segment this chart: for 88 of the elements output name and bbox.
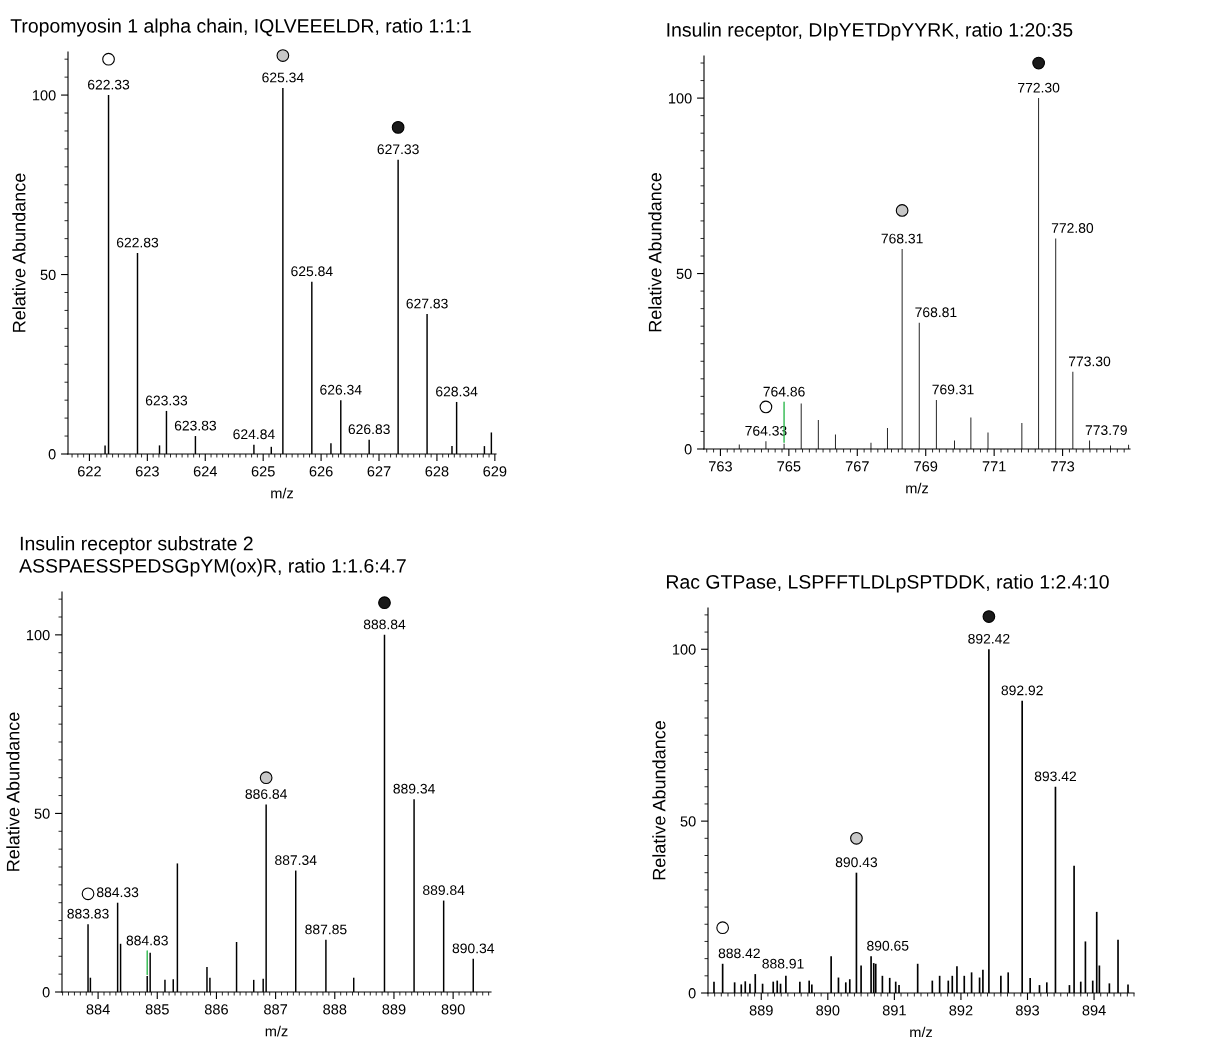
x-tick-label: 888	[323, 1004, 347, 1015]
x-tick-label: 625	[251, 466, 275, 477]
annotation: 624.84	[233, 429, 275, 440]
x-tick-label: 623	[135, 466, 159, 477]
annotation: 889.34	[393, 783, 435, 794]
y-tick-label: 100	[672, 644, 696, 655]
annotation: 884.83	[126, 935, 168, 946]
annotation: 888.84	[363, 619, 406, 630]
y-axis-title: Relative Abundance	[652, 720, 666, 880]
annotation: 626.83	[348, 424, 390, 435]
x-axis-title: m/z	[271, 487, 294, 499]
x-tick-label: 889	[382, 1004, 406, 1015]
x-tick-label: 771	[982, 461, 1006, 472]
y-axis-title: Relative Abundance	[648, 172, 662, 332]
annotation: 888.42	[718, 948, 760, 959]
x-tick-label: 626	[309, 466, 333, 477]
y-tick-label: 100	[26, 629, 50, 641]
x-axis-title: m/z	[910, 1026, 933, 1037]
chart-title: Rac GTPase, LSPFFTLDLpSPTDDK, ratio 1:2.4:10	[667, 574, 1109, 593]
annotation: 622.33	[88, 79, 130, 90]
y-tick-label: 50	[34, 808, 50, 819]
annotation: 627.83	[406, 298, 448, 309]
y-tick-label: 0	[688, 988, 696, 999]
annotation: 772.80	[1051, 223, 1094, 233]
x-tick-label: 627	[367, 466, 391, 477]
x-tick-label: 891	[882, 1005, 906, 1016]
annotation: 890.43	[835, 857, 878, 868]
annotation: 623.33	[145, 395, 188, 406]
x-tick-label: 624	[193, 466, 217, 477]
annotation: 625.84	[291, 266, 333, 277]
annotation: 773.30	[1069, 356, 1111, 367]
x-axis-title: m/z	[265, 1025, 288, 1037]
annotation: 888.91	[762, 958, 804, 969]
chart-title: Tropomyosin 1 alpha chain, IQLVEEELDR, ratio 1:1:1	[10, 18, 471, 37]
x-tick-label: 890	[441, 1004, 465, 1015]
annotation: 887.34	[275, 855, 317, 866]
annotation: 627.33	[377, 144, 419, 155]
annotation: 625.34	[262, 72, 304, 83]
annotation: 628.34	[436, 386, 478, 397]
annotation: 626.34	[320, 384, 362, 395]
x-tick-label: 622	[78, 466, 101, 477]
annotation: 768.81	[915, 307, 957, 318]
x-tick-label: 629	[483, 466, 507, 477]
x-axis-title: m/z	[906, 482, 929, 494]
annotation: 772.30	[1018, 82, 1060, 93]
y-tick-label: 100	[32, 90, 56, 101]
y-tick-label: 50	[680, 816, 696, 827]
x-tick-label: 892	[949, 1005, 973, 1016]
chart-title: Insulin receptor substrate 2 ASSPAESSPEDSGpYM(ox)R, ratio 1:1.6:4.7	[19, 536, 406, 577]
x-tick-label: 767	[845, 461, 869, 472]
x-tick-label: 769	[914, 461, 938, 472]
x-tick-label: 893	[1015, 1005, 1040, 1016]
annotation: 892.42	[968, 633, 1010, 644]
y-tick-label: 50	[40, 269, 56, 280]
annotation: 764.86	[763, 386, 805, 397]
annotation: 884.33	[96, 887, 139, 898]
x-tick-label: 890	[816, 1005, 840, 1016]
x-tick-label: 763	[709, 461, 732, 472]
x-tick-label: 884	[86, 1004, 110, 1015]
x-tick-label: 887	[264, 1004, 288, 1015]
annotation: 622.83	[116, 237, 159, 248]
annotation: 890.65	[867, 940, 909, 951]
annotation: 890.34	[452, 943, 495, 954]
annotation: 883.83	[67, 908, 109, 919]
y-tick-label: 0	[42, 987, 50, 998]
x-tick-label: 886	[204, 1004, 228, 1015]
annotation: 886.84	[245, 789, 287, 799]
annotation: 623.83	[174, 420, 217, 431]
annotation: 768.31	[881, 233, 923, 244]
annotation: 887.85	[305, 924, 347, 935]
annotation: 889.84	[423, 885, 465, 896]
y-tick-label: 50	[676, 268, 692, 279]
y-axis-title: Relative Abundance	[6, 712, 20, 871]
y-tick-label: 0	[684, 444, 692, 455]
annotation: 892.92	[1001, 685, 1043, 696]
x-tick-label: 628	[425, 466, 449, 477]
y-tick-label: 0	[48, 449, 56, 460]
x-tick-label: 894	[1082, 1005, 1106, 1016]
x-tick-label: 773	[1051, 461, 1075, 472]
y-axis-title: Relative Abundance	[12, 173, 26, 332]
x-tick-label: 885	[145, 1004, 169, 1015]
annotation: 773.79	[1085, 425, 1127, 436]
x-tick-label: 765	[777, 461, 801, 472]
chart-title: Insulin receptor, DIpYETDpYYRK, ratio 1:20:35	[667, 22, 1073, 41]
annotation: 893.42	[1034, 771, 1076, 782]
annotation: 769.31	[932, 384, 974, 395]
y-tick-label: 100	[668, 93, 692, 104]
x-tick-label: 889	[749, 1005, 773, 1016]
